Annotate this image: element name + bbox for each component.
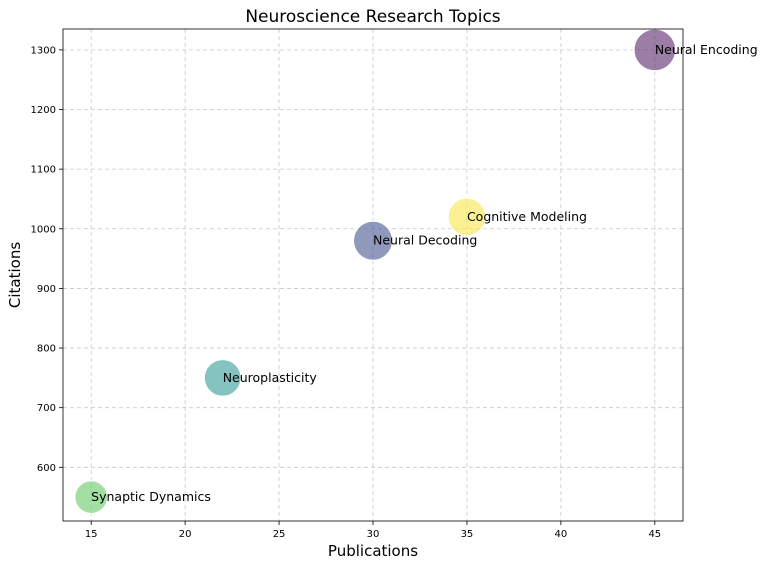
chart-title: Neuroscience Research Topics <box>245 7 500 27</box>
bubble-point <box>73 479 109 515</box>
x-tick-label: 25 <box>273 529 286 540</box>
x-tick-label: 40 <box>555 529 568 540</box>
bubble-point <box>447 197 487 237</box>
bubble-label: Cognitive Modeling <box>467 209 587 224</box>
bubble-label: Neuroplasticity <box>223 370 318 385</box>
x-tick-label: 30 <box>367 529 380 540</box>
x-axis-label: Publications <box>328 542 418 560</box>
x-tick-label: 45 <box>648 529 661 540</box>
grid <box>63 29 683 521</box>
y-tick-label: 1200 <box>31 105 56 116</box>
bubble-label: Synaptic Dynamics <box>91 489 211 504</box>
bubble-point <box>203 358 242 398</box>
bubble-label: Neural Decoding <box>373 233 477 248</box>
x-axis: 15 20 25 30 35 40 45 <box>85 521 661 540</box>
y-tick-label: 1000 <box>31 224 56 235</box>
bubble-labels: Neural Encoding Cognitive Modeling Neural … <box>91 42 757 504</box>
y-axis-label: Citations <box>6 242 24 308</box>
x-tick-label: 20 <box>179 529 192 540</box>
y-tick-label: 600 <box>37 463 56 474</box>
bubble-layer <box>73 28 677 515</box>
y-tick-label: 900 <box>37 284 56 295</box>
bubble-point <box>352 220 394 262</box>
y-tick-label: 1300 <box>31 45 56 56</box>
x-tick-label: 15 <box>85 529 98 540</box>
y-tick-label: 1100 <box>31 165 56 176</box>
x-tick-label: 35 <box>461 529 474 540</box>
bubble-label: Neural Encoding <box>655 42 758 57</box>
y-axis: 600 700 800 900 1000 1100 1200 1300 <box>31 45 63 474</box>
y-tick-label: 800 <box>37 344 56 355</box>
y-tick-label: 700 <box>37 403 56 414</box>
